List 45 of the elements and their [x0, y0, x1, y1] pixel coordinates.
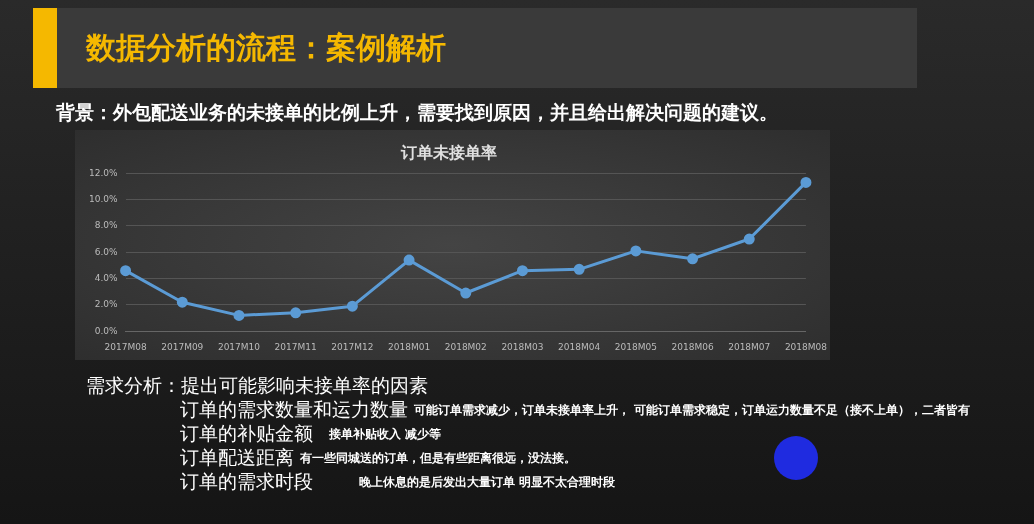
y-tick-label: 8.0% [94, 220, 119, 231]
x-tick-label: 2018M07 [728, 341, 771, 352]
point [687, 253, 699, 265]
text: 订单配送距离 [180, 445, 294, 470]
x-tick-label: 2018M06 [671, 341, 714, 352]
point [460, 287, 472, 299]
x-tick-label: 2018M03 [501, 341, 544, 352]
x-tick-label: 2017M10 [217, 341, 261, 352]
text: 订单的需求时段 [180, 469, 313, 494]
y-tick-label: 4.0% [94, 272, 119, 283]
text: 可能订单需求减少，订单未接单率上升， 可能订单需求稳定，订单运力数量不足（接不上单），二者皆有 [414, 401, 971, 419]
y-tick-label: 10.0% [89, 193, 119, 204]
y-tick-label: 2.0% [94, 299, 119, 310]
x-tick-label: 2017M11 [274, 341, 317, 352]
point [290, 307, 302, 319]
text: 晚上休息的是后发出大量订单 明显不太合理时段 [359, 473, 616, 491]
text: 有一些同城送的订单，但是有些距离很远，没法接。 [300, 449, 576, 467]
point [176, 296, 188, 308]
point [516, 265, 528, 277]
x-tick-label: 2018M01 [388, 341, 431, 352]
y-tick-label: 0.0% [94, 325, 119, 336]
x-tick-label: 2018M05 [614, 341, 657, 352]
point [233, 309, 245, 321]
text: 订单的需求数量和运力数量 [180, 397, 408, 422]
text: 数据分析的流程：案例解析 [86, 29, 446, 67]
point [743, 233, 755, 245]
text: 背景：外包配送业务的未接单的比例上升，需要找到原因，并且给出解决问题的建议。 [56, 100, 778, 125]
x-tick-label: 2017M12 [331, 341, 374, 352]
y-tick-label: 12.0% [89, 167, 119, 178]
point [800, 176, 812, 188]
point [120, 265, 132, 277]
point [403, 254, 415, 266]
text: 订单的补贴金额 [180, 421, 313, 446]
x-tick-label: 2017M08 [104, 341, 147, 352]
x-tick-label: 2017M09 [161, 341, 204, 352]
point [346, 300, 358, 312]
chart-title: 订单未接单率 [399, 142, 497, 162]
x-tick-label: 2018M08 [784, 341, 828, 352]
point [573, 263, 585, 275]
x-tick-label: 2018M04 [558, 341, 601, 352]
point [630, 245, 642, 257]
x-tick-label: 2018M02 [444, 341, 487, 352]
text: 需求分析：提出可能影响未接单率的因素 [86, 373, 428, 398]
y-tick-label: 6.0% [94, 246, 119, 257]
text: 接单补贴收入 减少等 [329, 425, 442, 443]
